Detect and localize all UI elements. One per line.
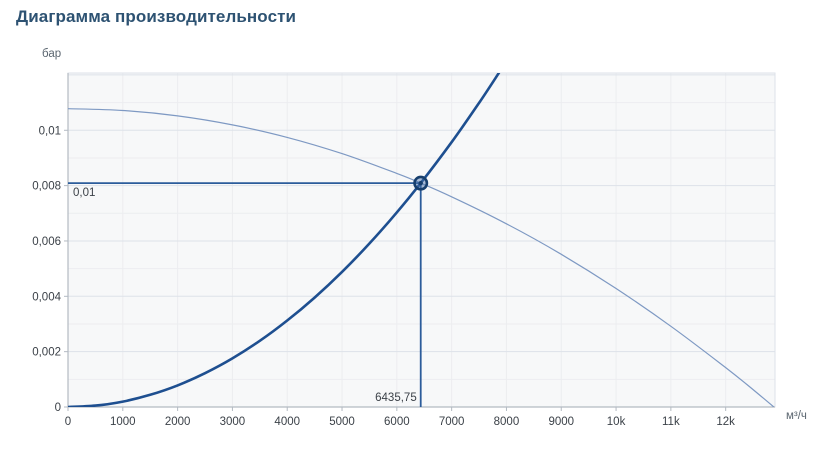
y-tick-label: 0,004 (32, 291, 61, 303)
operating-point-pressure-label: 0,01 (73, 187, 95, 199)
x-tick-label: 6000 (384, 416, 410, 428)
x-tick-label: 7000 (439, 416, 465, 428)
x-tick-label: 10k (607, 416, 626, 428)
system-curve (68, 73, 501, 407)
operating-point-flow-label: 6435,75 (375, 392, 417, 404)
operating-point-marker[interactable] (413, 175, 429, 191)
x-tick-label: 9000 (548, 416, 574, 428)
fan-curve (68, 108, 775, 407)
tick-marks (64, 129, 727, 411)
x-axis-unit-label: м³/ч (786, 410, 807, 422)
x-tick-label: 8000 (494, 416, 520, 428)
x-tick-label: 1000 (110, 416, 136, 428)
y-tick-label: 0,008 (32, 181, 61, 193)
y-tick-label: 0 (55, 402, 61, 414)
x-tick-label: 11k (662, 416, 680, 428)
y-tick-label: 0,002 (32, 347, 61, 359)
page-title: Диаграмма производительности (16, 7, 297, 26)
x-tick-label: 4000 (274, 416, 300, 428)
y-tick-label: 0,01 (39, 125, 61, 137)
y-axis-unit-label: бар (42, 48, 62, 60)
x-tick-label: 5000 (329, 416, 355, 428)
x-tick-label: 2000 (165, 416, 191, 428)
x-tick-label: 3000 (220, 416, 246, 428)
axis-tick-labels: 0 1000 2000 3000 4000 5000 6000 7000 8000 9000 10k… (32, 125, 735, 428)
x-tick-label: 0 (65, 416, 71, 428)
y-tick-label: 0,006 (32, 236, 61, 248)
x-tick-label: 12k (716, 416, 735, 428)
